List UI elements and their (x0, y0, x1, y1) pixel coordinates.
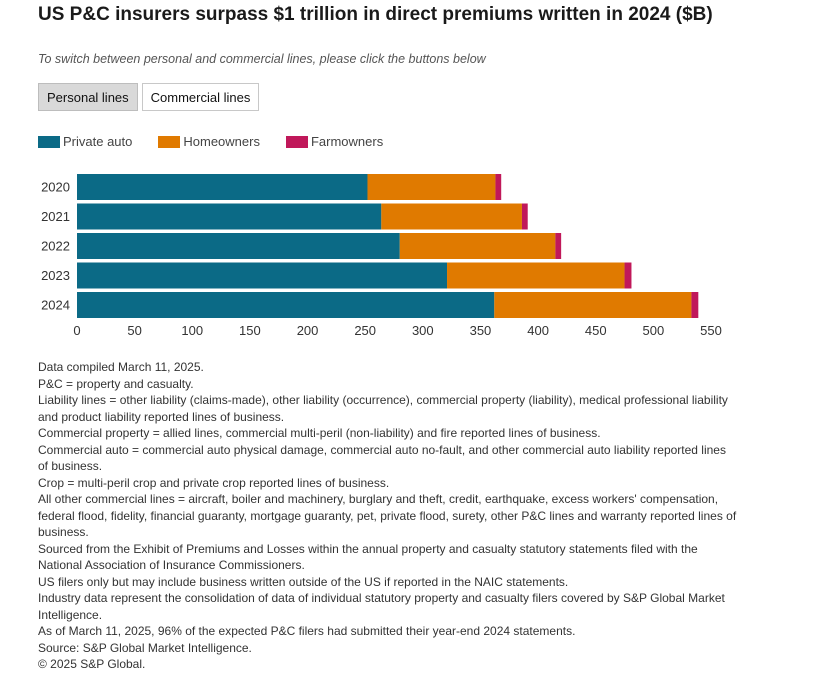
x-tick-label: 550 (700, 323, 722, 338)
note-line: Liability lines = other liability (claim… (38, 393, 728, 424)
x-tick-label: 200 (297, 323, 319, 338)
bar-farmowners-2020[interactable] (495, 174, 502, 200)
x-tick-label: 250 (354, 323, 376, 338)
note-line: Commercial property = allied lines, comm… (38, 426, 601, 440)
bar-homeowners-2021[interactable] (381, 203, 522, 230)
bar-farmowners-2021[interactable] (521, 203, 528, 230)
chart-subtitle: To switch between personal and commercia… (38, 52, 486, 66)
x-tick-label: 0 (73, 323, 80, 338)
x-tick-label: 150 (239, 323, 261, 338)
note-line: Crop = multi-peril crop and private crop… (38, 475, 390, 490)
note-line: Sourced from the Exhibit of Premiums and… (38, 541, 698, 573)
legend-item-farmowners[interactable]: Farmowners (285, 134, 384, 149)
x-tick-label: 300 (412, 323, 434, 338)
note-line: Commercial auto = commercial auto physic… (38, 442, 726, 474)
bar-private-auto-2023[interactable] (77, 262, 448, 289)
x-tick-label: 50 (127, 323, 141, 338)
category-label-2021: 2021 (41, 209, 70, 224)
bar-farmowners-2024[interactable] (691, 292, 699, 318)
note-line: P&C = property and casualty. (38, 376, 194, 391)
x-tick-label: 500 (643, 323, 665, 338)
bar-homeowners-2020[interactable] (367, 174, 496, 200)
line-toggle-group: Personal lines Commercial lines (38, 83, 260, 111)
legend-swatch-private-auto (38, 135, 60, 148)
note-line: Industry data represent the consolidatio… (38, 591, 725, 622)
category-label-2023: 2023 (41, 268, 70, 283)
note-line: As of March 11, 2025, 96% of the expecte… (38, 624, 576, 638)
bar-homeowners-2023[interactable] (447, 262, 625, 289)
legend-swatch-homeowners (158, 135, 181, 148)
x-tick-label: 400 (527, 323, 549, 338)
chart-notes: Data compiled March 11, 2025. P&C = prope… (38, 359, 738, 673)
legend-label-farmowners: Farmowners (310, 134, 384, 149)
legend-item-private-auto[interactable]: Private auto (38, 134, 132, 149)
category-label-2024: 2024 (41, 298, 70, 313)
bar-homeowners-2024[interactable] (494, 292, 692, 318)
commercial-lines-button[interactable]: Commercial lines (141, 83, 260, 111)
bar-private-auto-2021[interactable] (77, 203, 382, 230)
x-tick-label: 350 (470, 323, 492, 338)
note-line: Data compiled March 11, 2025. (38, 360, 204, 374)
note-line: Source: S&P Global Market Intelligence. (38, 640, 252, 655)
x-tick-label: 450 (585, 323, 607, 338)
bar-private-auto-2024[interactable] (77, 292, 495, 318)
personal-lines-button[interactable]: Personal lines (38, 83, 138, 111)
category-label-2022: 2022 (41, 239, 70, 254)
chart-legend: Private auto Homeowners Farmowners (38, 134, 409, 149)
bar-farmowners-2022[interactable] (555, 233, 562, 259)
bar-private-auto-2022[interactable] (77, 233, 400, 259)
category-label-2020: 2020 (41, 180, 70, 195)
bar-private-auto-2020[interactable] (77, 174, 368, 200)
chart-title: US P&C insurers surpass $1 trillion in d… (38, 4, 713, 25)
note-line: All other commercial lines = aircraft, b… (38, 492, 737, 539)
legend-swatch-farmowners (285, 135, 308, 148)
legend-label-private-auto: Private auto (63, 134, 133, 149)
note-line: US filers only but may include business … (38, 574, 569, 589)
legend-item-homeowners[interactable]: Homeowners (158, 134, 260, 149)
bar-farmowners-2023[interactable] (624, 262, 632, 289)
bar-homeowners-2022[interactable] (399, 233, 556, 259)
legend-label-homeowners: Homeowners (183, 134, 260, 149)
note-line: © 2025 S&P Global. (38, 657, 146, 671)
x-tick-label: 100 (181, 323, 203, 338)
